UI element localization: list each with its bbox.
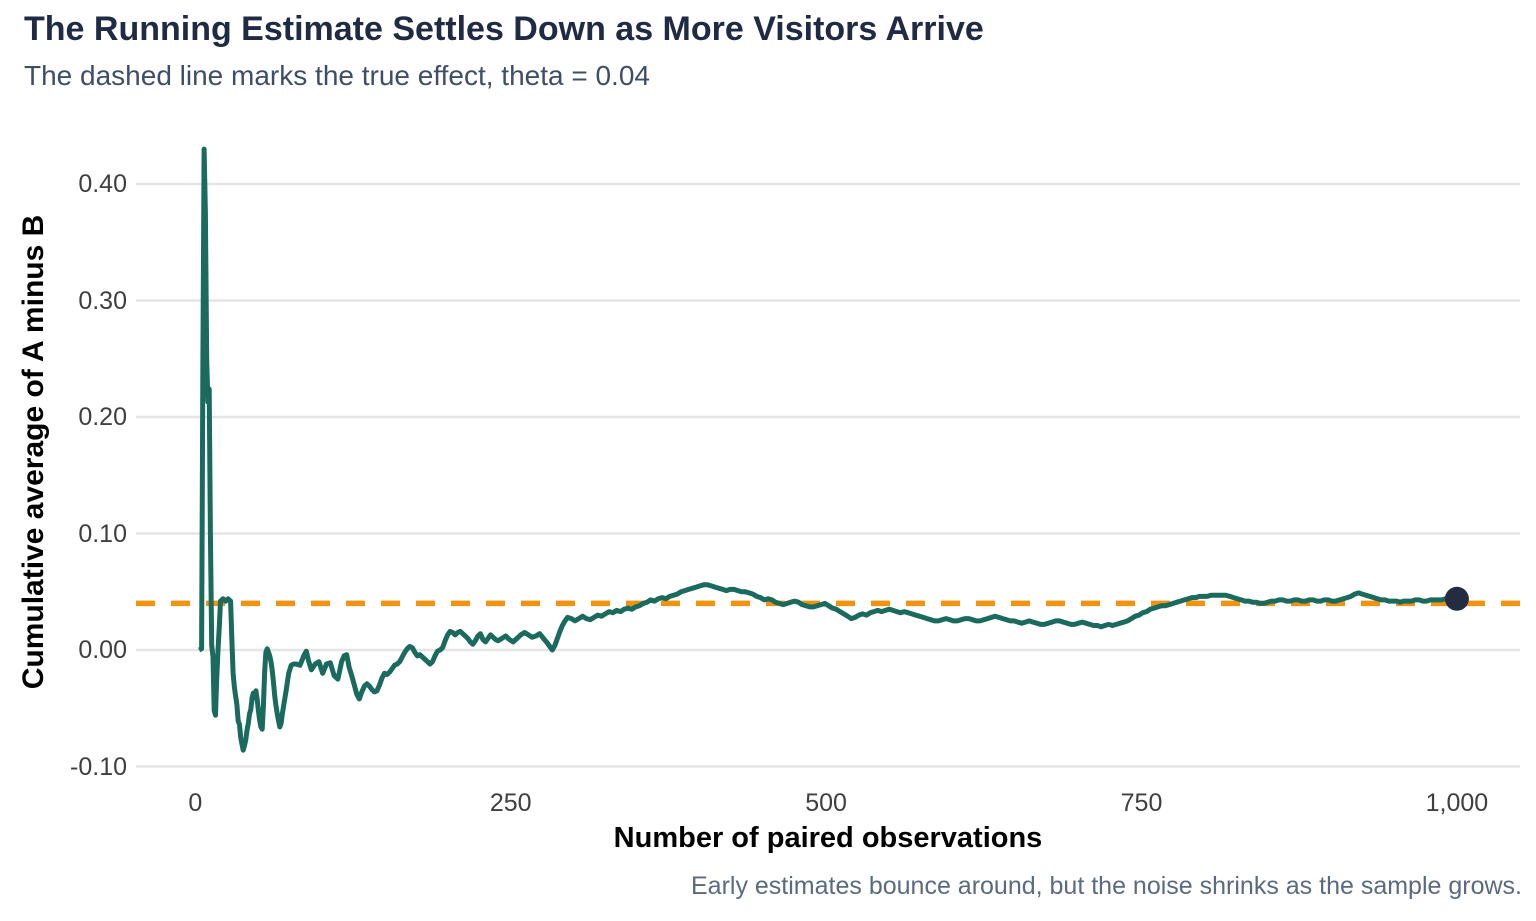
chart-subtitle: The dashed line marks the true effect, t… [24,60,650,91]
final-estimate-point [1444,586,1469,611]
x-axis-tick-label: 500 [805,789,847,817]
y-axis-tick-label: 0.20 [78,403,127,432]
x-axis-tick-label: 750 [1120,789,1163,817]
y-axis-tick-label: 0.40 [78,170,127,199]
y-axis-tick-label: -0.10 [70,752,127,781]
y-axis-tick-label: 0.10 [78,519,127,548]
x-axis-tick-label: 250 [489,789,532,817]
y-axis-tick-label: 0.30 [78,286,127,315]
chart-title: The Running Estimate Settles Down as Mor… [24,10,984,48]
chart-caption: Early estimates bounce around, but the n… [691,872,1522,900]
y-axis-title: Cumulative average of A minus B [17,214,50,690]
x-axis-tick-label: 0 [188,789,203,817]
series-line [198,146,1457,753]
x-axis-title: Number of paired observations [613,822,1043,854]
y-axis-tick-label: 0.00 [78,636,127,664]
x-axis-tick-label: 1,000 [1425,789,1489,817]
